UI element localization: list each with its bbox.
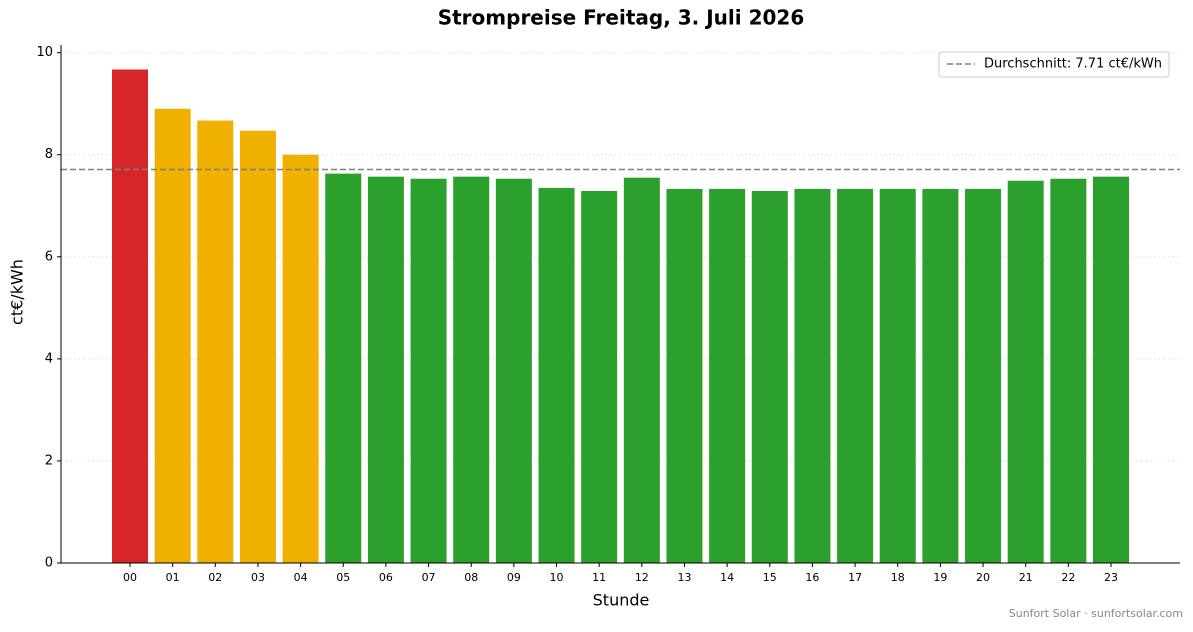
x-tick-label: 04 [294, 571, 308, 584]
chart-title: Strompreise Freitag, 3. Juli 2026 [438, 6, 805, 30]
legend: Durchschnitt: 7.71 ct€/kWh [938, 51, 1170, 78]
x-tick-label: 20 [976, 571, 990, 584]
bar [1007, 180, 1044, 564]
bar [1093, 176, 1129, 564]
bar [794, 188, 831, 563]
bar [367, 176, 404, 564]
x-tick-label: 09 [507, 571, 521, 584]
x-axis-label: Stunde [593, 591, 650, 610]
x-tick-label: 11 [592, 571, 606, 584]
bar [751, 190, 788, 563]
x-tick-label: 07 [422, 571, 436, 584]
bar [879, 188, 916, 563]
x-tick-label: 06 [379, 571, 393, 584]
bar [282, 154, 319, 564]
bar [495, 178, 532, 564]
x-tick-label: 13 [677, 571, 691, 584]
bar [453, 176, 490, 564]
bar [581, 190, 618, 563]
bar [239, 130, 276, 564]
x-tick-label: 15 [763, 571, 777, 584]
x-tick-label: 12 [635, 571, 649, 584]
x-tick-label: 16 [805, 571, 819, 584]
bar [709, 188, 746, 563]
bar [197, 120, 234, 563]
x-tick-label: 18 [891, 571, 905, 584]
bar [666, 188, 703, 563]
x-tick-label: 01 [166, 571, 180, 584]
bar [325, 173, 362, 563]
x-tick-label: 17 [848, 571, 862, 584]
x-tick-label: 14 [720, 571, 734, 584]
legend-box [938, 51, 1170, 78]
bar [410, 178, 447, 564]
x-tick-label: 05 [336, 571, 350, 584]
x-tick-label: 08 [464, 571, 478, 584]
x-tick-label: 19 [933, 571, 947, 584]
x-tick-label: 03 [251, 571, 265, 584]
bar [1050, 178, 1087, 564]
x-tick-label: 23 [1104, 571, 1118, 584]
y-tick-label: 2 [45, 453, 53, 468]
x-tick-label: 02 [208, 571, 222, 584]
y-axis-label: ct€/kWh [8, 259, 27, 325]
y-tick-label: 0 [45, 556, 53, 571]
y-tick-label: 6 [45, 249, 53, 264]
y-tick-label: 8 [45, 147, 53, 162]
x-tick-label: 22 [1061, 571, 1075, 584]
bar [538, 187, 575, 563]
legend-label: Durchschnitt: 7.71 ct€/kWh [984, 57, 1162, 72]
x-tick-label: 10 [550, 571, 564, 584]
bar [837, 188, 874, 563]
bar [965, 188, 1002, 563]
bar [623, 177, 660, 564]
bar [922, 188, 959, 563]
y-tick-label: 10 [36, 45, 53, 60]
x-tick-label: 00 [123, 571, 137, 584]
bar [112, 69, 148, 563]
footer: Sunfort Solar · sunfortsolar.com [1009, 607, 1183, 620]
bar [154, 108, 191, 564]
x-tick-label: 21 [1019, 571, 1033, 584]
y-tick-label: 4 [45, 351, 53, 366]
